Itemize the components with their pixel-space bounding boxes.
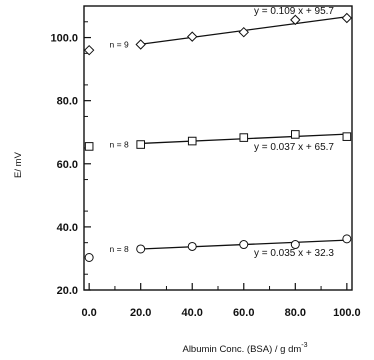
series-labels: n = 9 y = 0.109 x + 95.7 n = 8 y = 0.037 x … (110, 6, 335, 259)
diamond-marker (135, 39, 146, 50)
y-tick-label: 60.0 (57, 159, 78, 171)
x-tick-label: 20.0 (130, 307, 151, 319)
square-marker (84, 142, 94, 151)
regression-equation: y = 0.035 x + 32.3 (254, 248, 334, 259)
y-axis-title: E/ mV (13, 151, 24, 178)
regression-equation: y = 0.037 x + 65.7 (254, 142, 334, 153)
n-count-label: n = 9 (110, 39, 129, 49)
x-tick-label: 60.0 (233, 307, 254, 319)
square-marker (342, 132, 352, 141)
square-marker (291, 130, 300, 139)
circle-marker (290, 240, 300, 250)
y-tick-label: 40.0 (57, 222, 78, 234)
diamond-marker (83, 44, 95, 56)
diamond-marker (238, 26, 249, 38)
circle-marker (342, 234, 352, 244)
x-tick-label: 0.0 (82, 307, 97, 319)
fit-lines (140, 16, 347, 250)
diamond-marker (187, 31, 198, 42)
n-count-label: n = 8 (110, 244, 129, 254)
data-markers (83, 12, 353, 262)
n-count-label: n = 8 (110, 140, 129, 150)
square-marker (239, 133, 249, 142)
diamond-marker (290, 14, 301, 26)
circle-marker (136, 244, 146, 254)
x-tick-label: 100.0 (333, 307, 361, 319)
x-axis-title: Albumin Conc. (BSA) / g dm-3 (182, 342, 307, 355)
regression-equation: y = 0.109 x + 95.7 (254, 6, 334, 17)
x-tick-label: 80.0 (285, 307, 306, 319)
circle-marker (239, 240, 249, 250)
diamond-marker (341, 12, 353, 24)
y-tick-label: 20.0 (57, 285, 78, 297)
circle-marker (187, 241, 197, 251)
x-tick-label: 40.0 (182, 307, 203, 319)
square-marker (187, 136, 197, 146)
circle-marker (84, 252, 94, 262)
square-marker (136, 140, 145, 149)
axes: 20.0 40.0 60.0 80.0 100.0 0.0 20.0 40.0 60.0 80.0… (50, 5, 361, 319)
y-tick-label: 100.0 (50, 33, 78, 45)
y-tick-label: 80.0 (57, 96, 78, 108)
